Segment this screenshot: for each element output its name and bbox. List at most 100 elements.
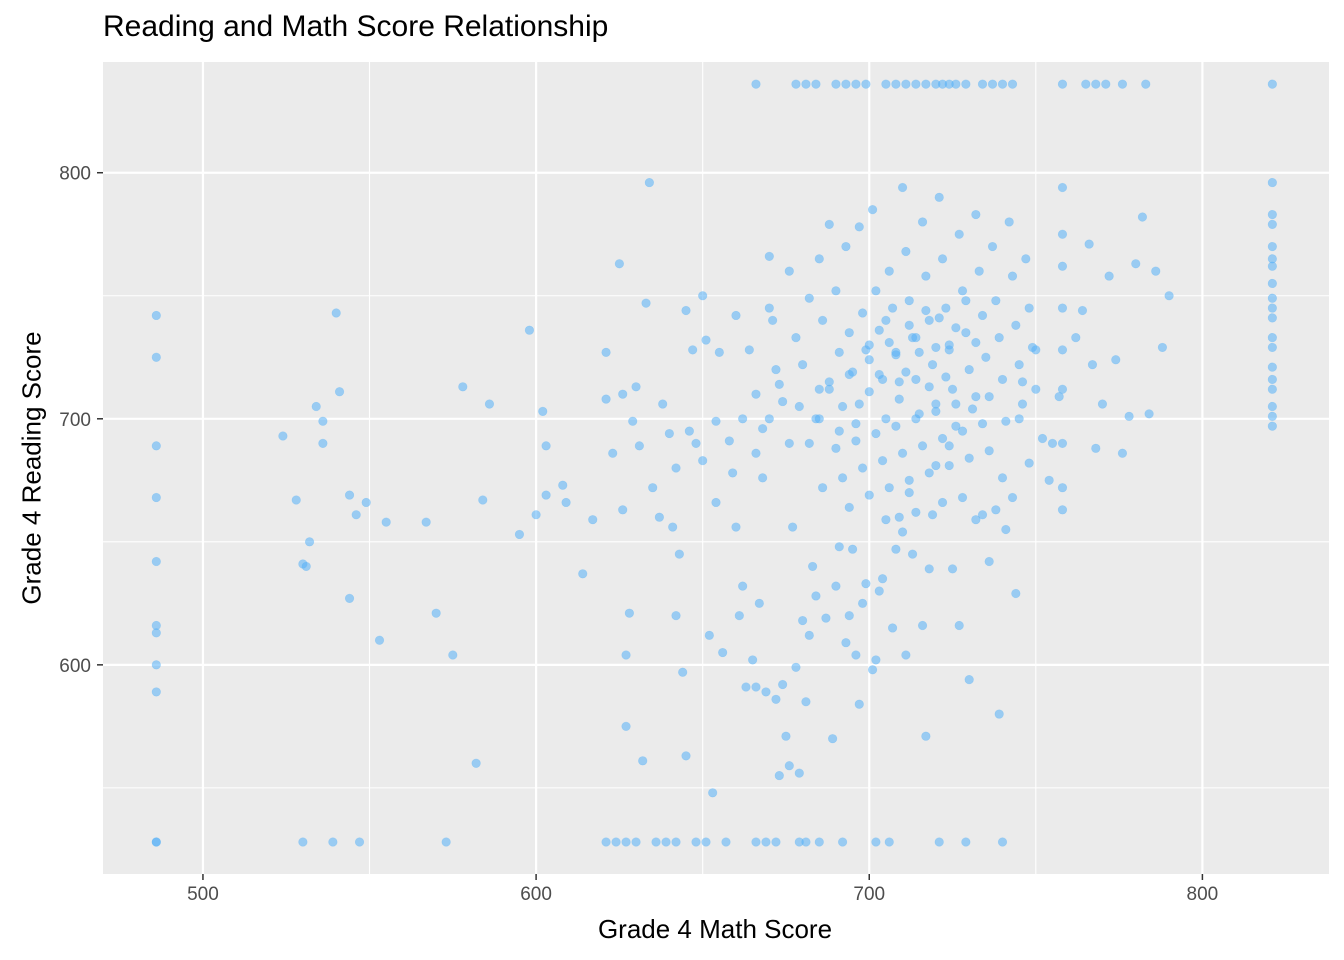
data-point bbox=[864, 355, 874, 365]
data-point bbox=[891, 421, 901, 431]
data-point bbox=[994, 332, 1004, 343]
data-point bbox=[921, 79, 931, 89]
data-point bbox=[638, 756, 648, 766]
data-point bbox=[1001, 524, 1011, 535]
data-point bbox=[917, 620, 928, 631]
data-point bbox=[887, 623, 898, 633]
data-point bbox=[1057, 229, 1068, 239]
data-point bbox=[1057, 79, 1068, 89]
data-point bbox=[641, 298, 651, 308]
data-point bbox=[1057, 505, 1068, 515]
data-point bbox=[1267, 219, 1277, 229]
data-point bbox=[1267, 362, 1277, 372]
data-point bbox=[794, 768, 804, 778]
data-point bbox=[897, 448, 908, 458]
data-point bbox=[658, 399, 668, 409]
data-point bbox=[1017, 399, 1028, 409]
data-points bbox=[151, 79, 1277, 847]
data-point bbox=[961, 328, 971, 338]
data-point bbox=[1077, 305, 1088, 316]
data-point bbox=[708, 788, 718, 798]
data-point bbox=[967, 404, 978, 414]
data-point bbox=[841, 638, 851, 648]
data-point bbox=[671, 611, 681, 621]
data-point bbox=[791, 332, 801, 343]
data-point bbox=[1101, 79, 1111, 89]
data-point bbox=[654, 512, 664, 522]
data-point bbox=[977, 510, 988, 520]
y-tick-label: 800 bbox=[59, 164, 91, 185]
data-point bbox=[901, 79, 911, 89]
x-tick-label: 600 bbox=[520, 884, 552, 905]
data-point bbox=[897, 182, 908, 193]
data-point bbox=[731, 310, 741, 321]
data-point bbox=[844, 502, 854, 512]
data-point bbox=[971, 515, 981, 525]
data-point bbox=[837, 473, 848, 483]
data-point bbox=[911, 414, 921, 424]
data-point bbox=[441, 837, 451, 847]
data-point bbox=[907, 549, 918, 559]
y-tick-label: 600 bbox=[59, 656, 91, 677]
data-point bbox=[801, 837, 811, 847]
data-point bbox=[558, 480, 568, 490]
data-point bbox=[151, 687, 161, 697]
data-point bbox=[1267, 177, 1277, 188]
data-point bbox=[937, 254, 948, 264]
data-point bbox=[728, 468, 738, 478]
data-point bbox=[798, 615, 808, 626]
data-point bbox=[741, 682, 751, 692]
data-point bbox=[831, 581, 841, 591]
data-point bbox=[678, 667, 688, 677]
data-point bbox=[561, 497, 571, 508]
data-point bbox=[791, 79, 801, 89]
data-point bbox=[847, 544, 858, 554]
data-point bbox=[834, 542, 844, 552]
data-point bbox=[921, 271, 931, 281]
data-point bbox=[684, 426, 694, 436]
data-point bbox=[784, 266, 794, 276]
data-point bbox=[961, 79, 971, 89]
data-point bbox=[1157, 342, 1168, 353]
data-point bbox=[471, 758, 481, 768]
data-point bbox=[844, 328, 854, 338]
data-point bbox=[714, 347, 724, 357]
data-point bbox=[751, 837, 761, 847]
data-point bbox=[1037, 433, 1048, 444]
data-point bbox=[851, 436, 861, 446]
data-point bbox=[991, 296, 1001, 306]
data-point bbox=[778, 396, 788, 407]
data-point bbox=[151, 352, 161, 362]
data-point bbox=[1014, 414, 1024, 424]
data-point bbox=[151, 628, 161, 638]
data-point bbox=[937, 433, 948, 444]
data-point bbox=[1267, 384, 1277, 394]
data-point bbox=[884, 266, 894, 276]
data-point bbox=[997, 374, 1008, 385]
data-point bbox=[541, 441, 551, 451]
data-point bbox=[1141, 79, 1151, 89]
data-point bbox=[891, 544, 901, 554]
data-point bbox=[1027, 342, 1038, 353]
data-point bbox=[1267, 209, 1277, 220]
data-point bbox=[381, 517, 391, 527]
data-point bbox=[881, 79, 891, 89]
data-point bbox=[981, 352, 991, 362]
data-point bbox=[1007, 492, 1018, 503]
data-point bbox=[1267, 241, 1277, 252]
data-point bbox=[927, 510, 938, 520]
data-point bbox=[924, 315, 934, 325]
data-point bbox=[801, 79, 811, 89]
data-point bbox=[811, 591, 821, 601]
data-point bbox=[951, 79, 961, 89]
data-point bbox=[851, 79, 861, 89]
data-point bbox=[997, 79, 1008, 89]
data-point bbox=[1137, 212, 1148, 222]
data-point bbox=[891, 347, 901, 357]
data-point bbox=[924, 382, 934, 392]
data-point bbox=[624, 608, 634, 618]
data-point bbox=[851, 419, 861, 429]
data-point bbox=[937, 497, 948, 508]
data-point bbox=[514, 529, 525, 540]
data-point bbox=[1267, 332, 1277, 343]
